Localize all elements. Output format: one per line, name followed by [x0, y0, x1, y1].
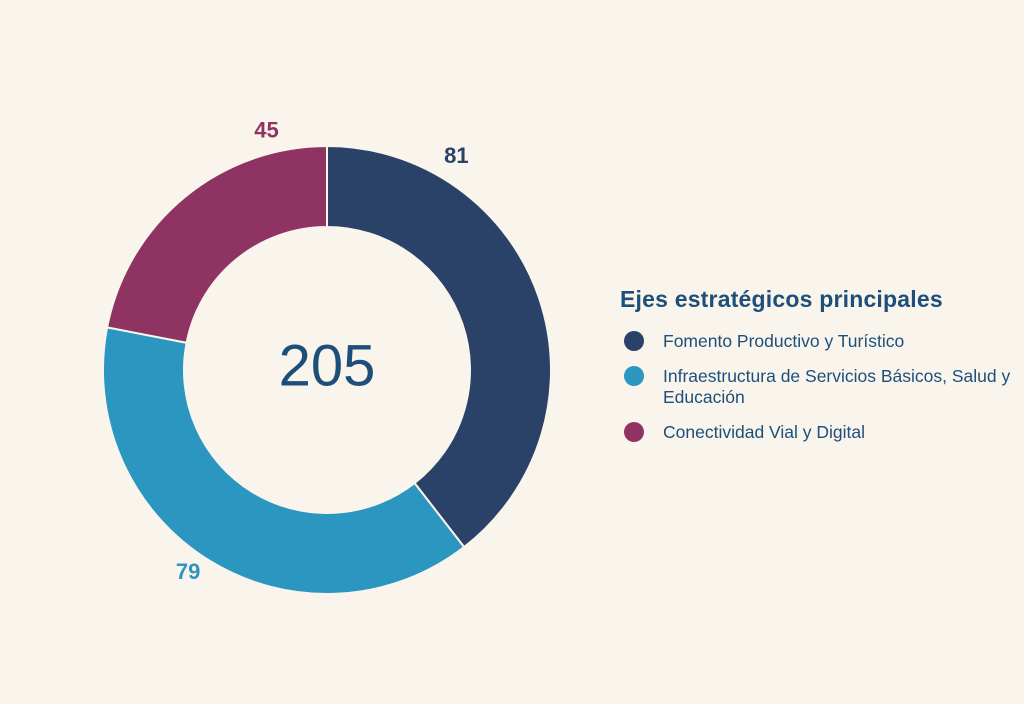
legend-swatch-icon — [624, 331, 644, 351]
legend: Ejes estratégicos principales Fomento Pr… — [620, 286, 1020, 457]
value-label-fomento: 81 — [444, 143, 468, 168]
legend-item-infraestructura: Infraestructura de Servicios Básicos, Sa… — [620, 366, 1020, 408]
donut-center-total: 205 — [279, 333, 376, 398]
slice-infraestructura — [102, 326, 466, 596]
legend-label: Infraestructura de Servicios Básicos, Sa… — [663, 366, 1011, 407]
legend-swatch-icon — [624, 422, 644, 442]
legend-item-conectividad: Conectividad Vial y Digital — [620, 422, 1020, 443]
legend-swatch-icon — [624, 366, 644, 386]
legend-title: Ejes estratégicos principales — [620, 286, 943, 312]
legend-item-fomento: Fomento Productivo y Turístico — [620, 331, 1020, 352]
slice-conectividad — [105, 144, 328, 344]
slice-fomento — [326, 144, 552, 549]
donut-slices — [102, 144, 552, 596]
legend-label: Fomento Productivo y Turístico — [663, 331, 905, 351]
value-label-conectividad: 45 — [254, 117, 278, 142]
legend-label: Conectividad Vial y Digital — [663, 422, 866, 442]
value-labels: 81 79 45 — [176, 117, 469, 583]
value-label-infraestructura: 79 — [176, 559, 200, 584]
